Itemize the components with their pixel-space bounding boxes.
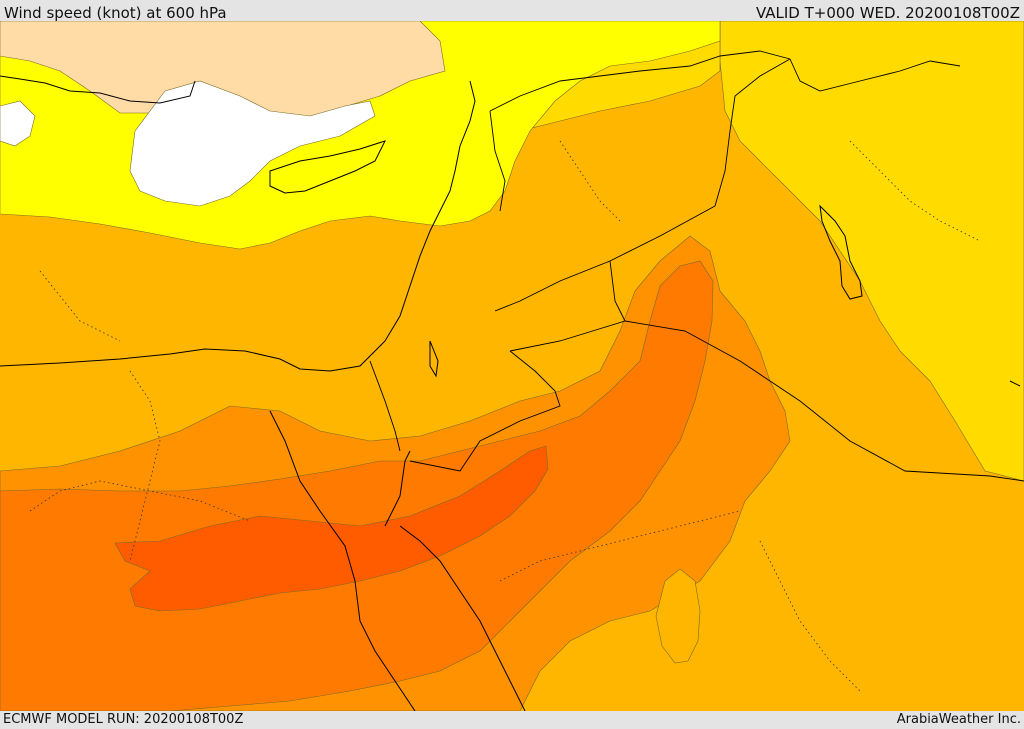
patch-fresh-saudi (655, 568, 701, 664)
credit: ArabiaWeather Inc. (896, 712, 1021, 727)
coastlines (0, 75, 1021, 711)
map-title: Wind speed (knot) at 600 hPa (4, 4, 227, 22)
valid-time: VALID T+000 WED. 20200108T00Z (755, 4, 1020, 22)
borders (369, 50, 1024, 482)
province-lines (29, 140, 981, 692)
model-run: ECMWF MODEL RUN: 20200108T00Z (3, 712, 244, 727)
band-moderate-east (719, 21, 1024, 482)
footer-bar (0, 711, 1024, 729)
band-max (114, 445, 549, 612)
band-calm (129, 80, 376, 207)
wind-speed-map (0, 21, 1024, 711)
header-bar (0, 0, 1024, 21)
band-calm-west (0, 100, 36, 147)
